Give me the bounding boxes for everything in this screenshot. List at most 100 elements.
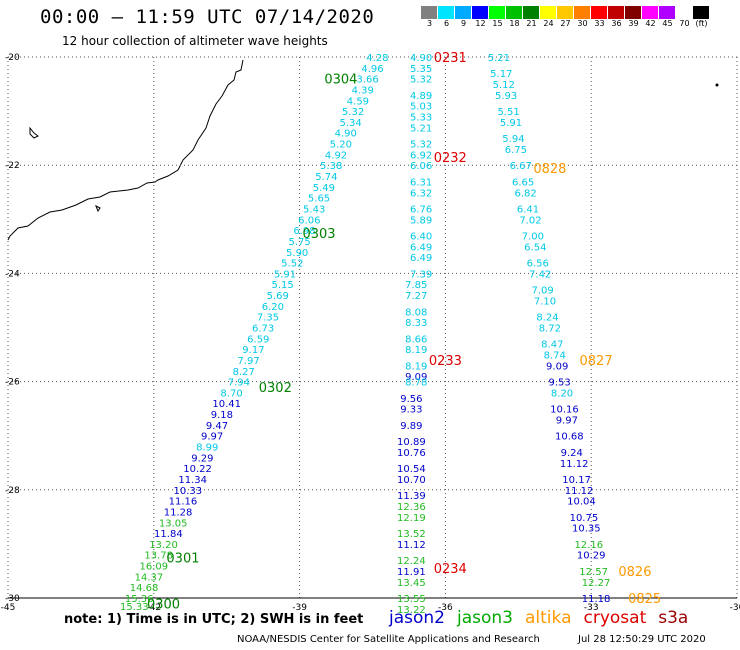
data-point-label: 10.70 (397, 475, 426, 486)
pass-time-label: 0826 (618, 565, 651, 580)
data-point-label: 9.17 (242, 345, 264, 356)
pass-time-labels: 0231 0304 0232 0828 0303 0233 0827 0302 0301 0234… (147, 51, 661, 612)
data-point-label: 12.16 (574, 540, 603, 551)
pass-time-label: 0233 (429, 354, 462, 369)
data-point-label: 7.00 (522, 232, 544, 243)
data-point-label: 6.92 (410, 150, 432, 161)
data-point-label: 5.43 (303, 204, 325, 215)
data-point-label: 10.76 (397, 448, 426, 459)
data-point-label: 6.20 (262, 302, 284, 313)
legend-entry: jason3 (457, 608, 513, 628)
data-point-label: 8.74 (544, 351, 566, 362)
data-point-label: 5.35 (410, 64, 432, 75)
data-point-label: 8.19 (405, 361, 427, 372)
data-point-label: 10.04 (567, 497, 596, 508)
data-point-label: 12.19 (397, 513, 426, 524)
chart-subtitle: 12 hour collection of altimeter wave hei… (62, 34, 328, 48)
data-point-label: 15.33 (120, 602, 149, 613)
data-point-label: 13.20 (149, 540, 178, 551)
data-point-label: 5.32 (410, 75, 432, 86)
data-point-label: 6.59 (247, 334, 269, 345)
data-point-label: 13.05 (159, 518, 188, 529)
data-point-label: 9.29 (191, 453, 213, 464)
data-point-label: 14.37 (135, 572, 164, 583)
colorbar-label: 33 (594, 19, 605, 28)
y-tick-label: -30 (5, 594, 20, 604)
y-tick-label: -20 (5, 53, 20, 63)
colorbar-swatch (489, 6, 506, 19)
data-point-label: 11.39 (397, 491, 426, 502)
pass-time-label: 0301 (166, 551, 199, 566)
legend-entry: s3a (658, 608, 689, 628)
data-point-label: 6.49 (410, 253, 432, 264)
colorbar-swatches (421, 6, 710, 19)
colorbar-label: 3 (426, 19, 433, 28)
data-point-label: 5.21 (488, 53, 510, 64)
data-point-label: 6.40 (410, 232, 432, 243)
data-point-label: 7.42 (529, 269, 551, 280)
y-tick-label: -26 (5, 378, 20, 388)
wave-height-points: 4.284.963.664.394.595.325.344.905.204.92… (120, 53, 610, 616)
pass-time-label: 0827 (580, 354, 613, 369)
data-point-label: 8.33 (405, 318, 427, 329)
colorbar-swatch (591, 6, 608, 19)
data-point-label: 5.74 (315, 172, 337, 183)
data-point-label: 7.02 (519, 215, 541, 226)
data-point-label: 9.53 (548, 378, 570, 389)
colorbar-label: 12 (475, 19, 486, 28)
pass-time-label: 0303 (302, 227, 335, 242)
data-point-label: 5.34 (339, 118, 361, 129)
data-point-label: 11.84 (154, 529, 183, 540)
data-point-label: 4.90 (335, 129, 357, 140)
data-point-label: 10.29 (577, 551, 606, 562)
data-point-label: 7.35 (257, 313, 279, 324)
colorbar-swatch (659, 6, 676, 19)
data-point-label: 7.97 (237, 356, 259, 367)
chart-title: 00:00 – 11:59 UTC 07/14/2020 (40, 6, 375, 28)
colorbar-swatch (540, 6, 557, 19)
colorbar-swatch (693, 6, 710, 19)
colorbar-labels: 3 6 9 12 15 18 21 24 27 30 33 36 39 42 45 70 (ft) (421, 19, 710, 28)
data-point-label: 6.73 (252, 324, 274, 335)
x-tick-label: -42 (146, 603, 161, 613)
data-point-label: 10.35 (572, 524, 601, 535)
data-point-label: 6.65 (512, 177, 534, 188)
colorbar-label: 39 (628, 19, 639, 28)
data-point-label: 3.66 (357, 75, 379, 86)
data-point-label: 13.22 (397, 605, 426, 616)
data-point-label: 8.47 (541, 340, 563, 351)
island-dot (715, 83, 719, 87)
colorbar-label: 42 (645, 19, 656, 28)
data-point-label: 9.09 (405, 372, 427, 383)
data-point-label: 11.12 (560, 459, 589, 470)
colorbar-label: 6 (443, 19, 450, 28)
y-tick-label: -22 (5, 161, 20, 171)
data-point-label: 13.52 (397, 529, 426, 540)
colorbar-swatch (472, 6, 489, 19)
pass-time-label: 0231 (434, 51, 467, 66)
data-point-label: 8.66 (405, 334, 427, 345)
data-point-label: 9.18 (211, 410, 233, 421)
data-point-label: 7.10 (534, 296, 556, 307)
data-point-label: 12.24 (397, 556, 426, 567)
data-point-label: 4.39 (352, 85, 374, 96)
data-point-label: 6.41 (517, 204, 539, 215)
data-point-label: 5.65 (308, 194, 330, 205)
data-point-label: 8.20 (551, 388, 573, 399)
island-path (95, 204, 101, 213)
data-point-label: 9.33 (400, 405, 422, 416)
data-point-label: 13.45 (397, 578, 426, 589)
data-point-label: 7.27 (405, 291, 427, 302)
data-point-label: 9.97 (201, 432, 223, 443)
coastline (7, 59, 244, 241)
data-point-label: 12.36 (397, 502, 426, 513)
colorbar-label: 70 (679, 19, 690, 28)
x-tick-label: -30 (730, 603, 740, 613)
pass-time-label: 0825 (628, 592, 661, 607)
data-point-label: 6.06 (410, 161, 432, 172)
pass-time-label: 0304 (324, 73, 357, 88)
data-point-label: 5.91 (274, 269, 296, 280)
colorbar-label: 15 (492, 19, 503, 28)
data-point-label: 5.51 (497, 107, 519, 118)
data-point-label: 5.94 (502, 134, 524, 145)
